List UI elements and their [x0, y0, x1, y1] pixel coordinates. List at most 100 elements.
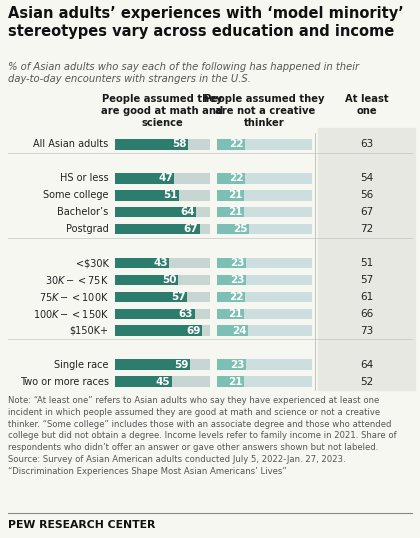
Bar	[115, 207, 210, 217]
Text: $75K-<$100K: $75K-<$100K	[39, 291, 109, 303]
Bar	[115, 309, 194, 319]
Text: People assumed they
are good at math and
science: People assumed they are good at math and…	[101, 94, 223, 128]
Bar	[115, 224, 200, 235]
Text: % of Asian adults who say each of the following has happened in their
day-to-day: % of Asian adults who say each of the fo…	[8, 62, 359, 84]
Text: 57: 57	[360, 275, 373, 285]
Bar	[217, 207, 244, 217]
Bar	[217, 292, 245, 302]
Text: 66: 66	[360, 309, 373, 319]
Text: $30K-<$75K: $30K-<$75K	[45, 274, 109, 286]
Text: 67: 67	[184, 224, 198, 234]
Bar	[115, 292, 210, 302]
Text: Bachelor’s: Bachelor’s	[58, 207, 109, 217]
Bar	[217, 359, 312, 370]
Bar	[115, 292, 187, 302]
Text: 57: 57	[171, 292, 186, 302]
Text: 21: 21	[228, 207, 242, 217]
Bar	[217, 258, 247, 268]
Text: All Asian adults: All Asian adults	[34, 139, 109, 150]
Text: 64: 64	[180, 207, 194, 217]
Bar	[115, 325, 210, 336]
Bar	[217, 224, 312, 235]
Bar	[115, 376, 172, 387]
Text: 63: 63	[179, 309, 193, 319]
Bar	[115, 258, 169, 268]
Bar	[217, 139, 245, 150]
Text: 22: 22	[229, 139, 244, 150]
Text: 56: 56	[360, 190, 373, 200]
Bar	[115, 359, 210, 370]
Text: 54: 54	[360, 173, 373, 183]
Text: 23: 23	[231, 275, 245, 285]
Text: 21: 21	[228, 377, 242, 386]
Bar	[217, 275, 312, 285]
Bar	[115, 139, 210, 150]
Text: 45: 45	[156, 377, 171, 386]
Text: 63: 63	[360, 139, 373, 150]
Bar	[217, 190, 312, 201]
Text: Single race: Single race	[54, 359, 109, 370]
Bar	[115, 325, 202, 336]
Text: 50: 50	[163, 275, 177, 285]
Text: Asian adults’ experiences with ‘model minority’
stereotypes vary across educatio: Asian adults’ experiences with ‘model mi…	[8, 6, 404, 39]
Text: <$30K: <$30K	[76, 258, 109, 268]
Text: 51: 51	[360, 258, 373, 268]
Bar	[115, 258, 210, 268]
Bar	[217, 309, 244, 319]
Text: Some college: Some college	[43, 190, 109, 200]
Text: 67: 67	[360, 207, 373, 217]
Bar	[115, 190, 179, 201]
Bar	[217, 309, 312, 319]
Text: HS or less: HS or less	[60, 173, 109, 183]
Text: 22: 22	[229, 173, 244, 183]
Bar	[115, 173, 210, 183]
Bar	[115, 376, 210, 387]
Text: 72: 72	[360, 224, 373, 234]
Bar	[115, 173, 174, 183]
Text: 64: 64	[360, 359, 373, 370]
Bar	[217, 275, 247, 285]
Bar	[115, 275, 178, 285]
Text: Two or more races: Two or more races	[20, 377, 109, 386]
Bar	[217, 325, 248, 336]
Text: 25: 25	[233, 224, 248, 234]
Text: $100K-<$150K: $100K-<$150K	[32, 308, 109, 320]
Text: At least
one: At least one	[345, 94, 388, 116]
Text: 23: 23	[231, 258, 245, 268]
Bar	[115, 359, 189, 370]
Text: 47: 47	[158, 173, 173, 183]
Bar	[217, 224, 249, 235]
Bar	[217, 376, 312, 387]
Text: $150K+: $150K+	[70, 325, 109, 336]
Text: 21: 21	[228, 190, 242, 200]
Text: 43: 43	[153, 258, 168, 268]
Bar	[217, 139, 312, 150]
Bar	[115, 275, 210, 285]
Bar	[115, 207, 196, 217]
Bar	[115, 139, 188, 150]
Bar	[115, 309, 210, 319]
Text: 52: 52	[360, 377, 373, 386]
Text: 24: 24	[232, 325, 247, 336]
Bar	[217, 359, 247, 370]
Text: Postgrad: Postgrad	[66, 224, 109, 234]
Text: People assumed they
are not a creative
thinker: People assumed they are not a creative t…	[205, 94, 325, 128]
Bar	[217, 292, 312, 302]
Bar	[217, 258, 312, 268]
Bar	[217, 207, 312, 217]
Text: 58: 58	[173, 139, 187, 150]
Text: 23: 23	[231, 359, 245, 370]
Bar	[217, 325, 312, 336]
Bar	[217, 190, 244, 201]
Text: 21: 21	[228, 309, 242, 319]
Bar	[217, 173, 312, 183]
Text: 59: 59	[174, 359, 188, 370]
Text: 73: 73	[360, 325, 373, 336]
Text: 22: 22	[229, 292, 244, 302]
Text: 51: 51	[164, 190, 178, 200]
Text: PEW RESEARCH CENTER: PEW RESEARCH CENTER	[8, 520, 155, 530]
Bar	[217, 376, 244, 387]
Bar	[115, 190, 210, 201]
Bar	[115, 224, 210, 235]
Text: 61: 61	[360, 292, 373, 302]
